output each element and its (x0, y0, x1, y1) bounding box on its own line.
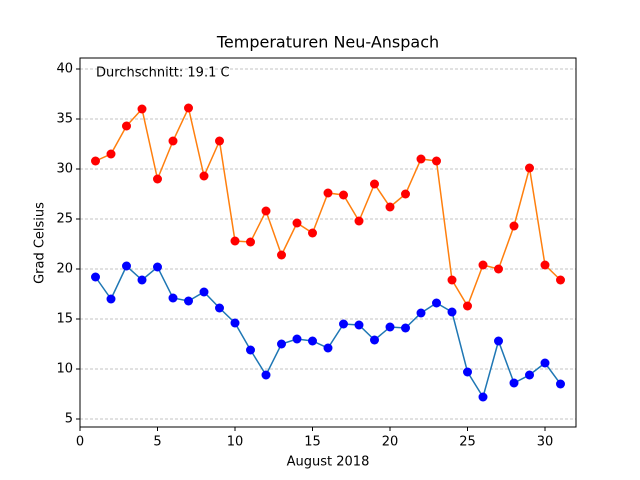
data-point (463, 301, 472, 311)
data-point (246, 345, 255, 355)
data-point (540, 260, 550, 270)
data-point (370, 335, 379, 345)
data-point (215, 136, 224, 146)
data-point (137, 104, 147, 114)
data-point (509, 221, 519, 231)
data-point (370, 179, 379, 189)
x-tick-label: 15 (304, 435, 321, 450)
data-point (277, 250, 286, 260)
data-point (494, 264, 503, 274)
data-point (385, 202, 395, 212)
y-tick-label: 25 (56, 212, 73, 227)
data-point (463, 367, 472, 377)
data-point (137, 275, 147, 285)
data-point (122, 121, 131, 131)
axes-frame (79, 57, 577, 428)
data-point (292, 334, 302, 344)
data-point (447, 307, 457, 317)
x-tick-label: 30 (537, 435, 554, 450)
data-point (91, 272, 100, 282)
data-point (277, 339, 286, 349)
y-tick-label: 5 (65, 412, 73, 427)
data-point (494, 336, 503, 346)
data-point (323, 188, 333, 198)
y-tick-label: 10 (56, 362, 73, 377)
data-point (354, 216, 364, 226)
data-point (153, 174, 162, 184)
data-point (447, 275, 457, 285)
data-point (556, 275, 565, 285)
data-point (230, 236, 240, 246)
data-point (478, 260, 488, 270)
data-point (509, 378, 519, 388)
data-point (106, 294, 116, 304)
x-axis-label: August 2018 (287, 455, 370, 470)
data-point (308, 228, 317, 238)
data-point (385, 322, 395, 332)
data-point (339, 319, 348, 329)
y-axis-label: Grad Celsius (33, 202, 48, 284)
data-point (199, 287, 209, 297)
plot-area (91, 103, 565, 402)
data-point (168, 293, 178, 303)
data-point (416, 154, 426, 164)
x-tick-label: 25 (459, 435, 476, 450)
annotation: Durchschnitt: 19.1 C (96, 66, 230, 81)
data-point (230, 318, 240, 328)
data-point (540, 358, 550, 368)
grid (76, 68, 576, 431)
data-point (401, 189, 410, 199)
data-point (556, 379, 565, 389)
y-tick-label: 30 (56, 162, 73, 177)
data-point (199, 171, 209, 181)
x-tick-label: 20 (382, 435, 399, 450)
x-tick-label: 5 (153, 435, 161, 450)
x-tick-label: 0 (76, 435, 84, 450)
data-point (478, 392, 488, 402)
y-tick-label: 15 (56, 312, 73, 327)
data-point (261, 206, 271, 216)
data-point (153, 262, 162, 272)
data-point (184, 103, 193, 113)
y-tick-label: 35 (56, 112, 73, 127)
data-point (91, 156, 100, 166)
data-point (215, 303, 224, 313)
data-point (339, 190, 348, 200)
y-tick-label: 40 (56, 62, 73, 77)
chart-title: Temperaturen Neu-Anspach (216, 33, 439, 52)
data-point (308, 336, 317, 346)
data-point (432, 156, 441, 166)
data-point (184, 296, 193, 306)
data-point (525, 370, 534, 380)
data-point (246, 237, 255, 247)
data-point (416, 308, 426, 318)
data-point (122, 261, 131, 271)
data-point (168, 136, 178, 146)
x-tick-label: 10 (227, 435, 244, 450)
data-point (323, 343, 333, 353)
data-point (261, 370, 271, 380)
data-point (106, 149, 116, 159)
data-point (292, 218, 302, 228)
data-point (401, 323, 410, 333)
data-point (525, 163, 534, 173)
data-point (354, 320, 364, 330)
y-tick-label: 20 (56, 262, 73, 277)
data-point (432, 298, 441, 308)
